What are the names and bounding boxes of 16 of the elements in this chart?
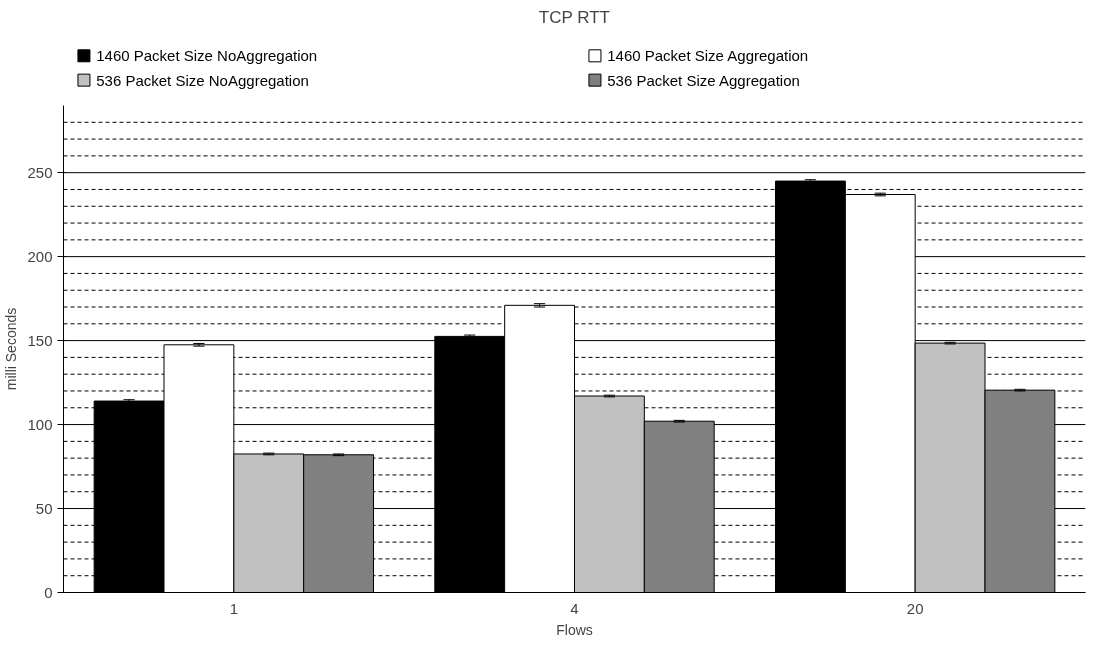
x-tick-label: 1 [229,599,239,617]
y-tick-label: 200 [27,247,53,265]
legend-label: 536 Packet Size NoAggregation [96,71,309,89]
y-tick-label: 150 [27,331,53,349]
y-tick-label: 250 [27,163,53,181]
legend-label: 1460 Packet Size Aggregation [607,47,809,65]
chart-title: TCP RTT [538,7,610,27]
x-axis-title: Flows [556,621,593,638]
x-tick-label: 4 [570,599,579,617]
y-tick-label: 50 [35,499,53,517]
legend-label: 1460 Packet Size NoAggregation [96,47,318,65]
y-tick-label: 0 [44,583,53,601]
legend-label: 536 Packet Size Aggregation [607,71,800,89]
y-tick-label: 100 [27,415,53,433]
y-axis-title: milli Seconds [3,307,20,391]
x-tick-label: 20 [906,599,924,617]
